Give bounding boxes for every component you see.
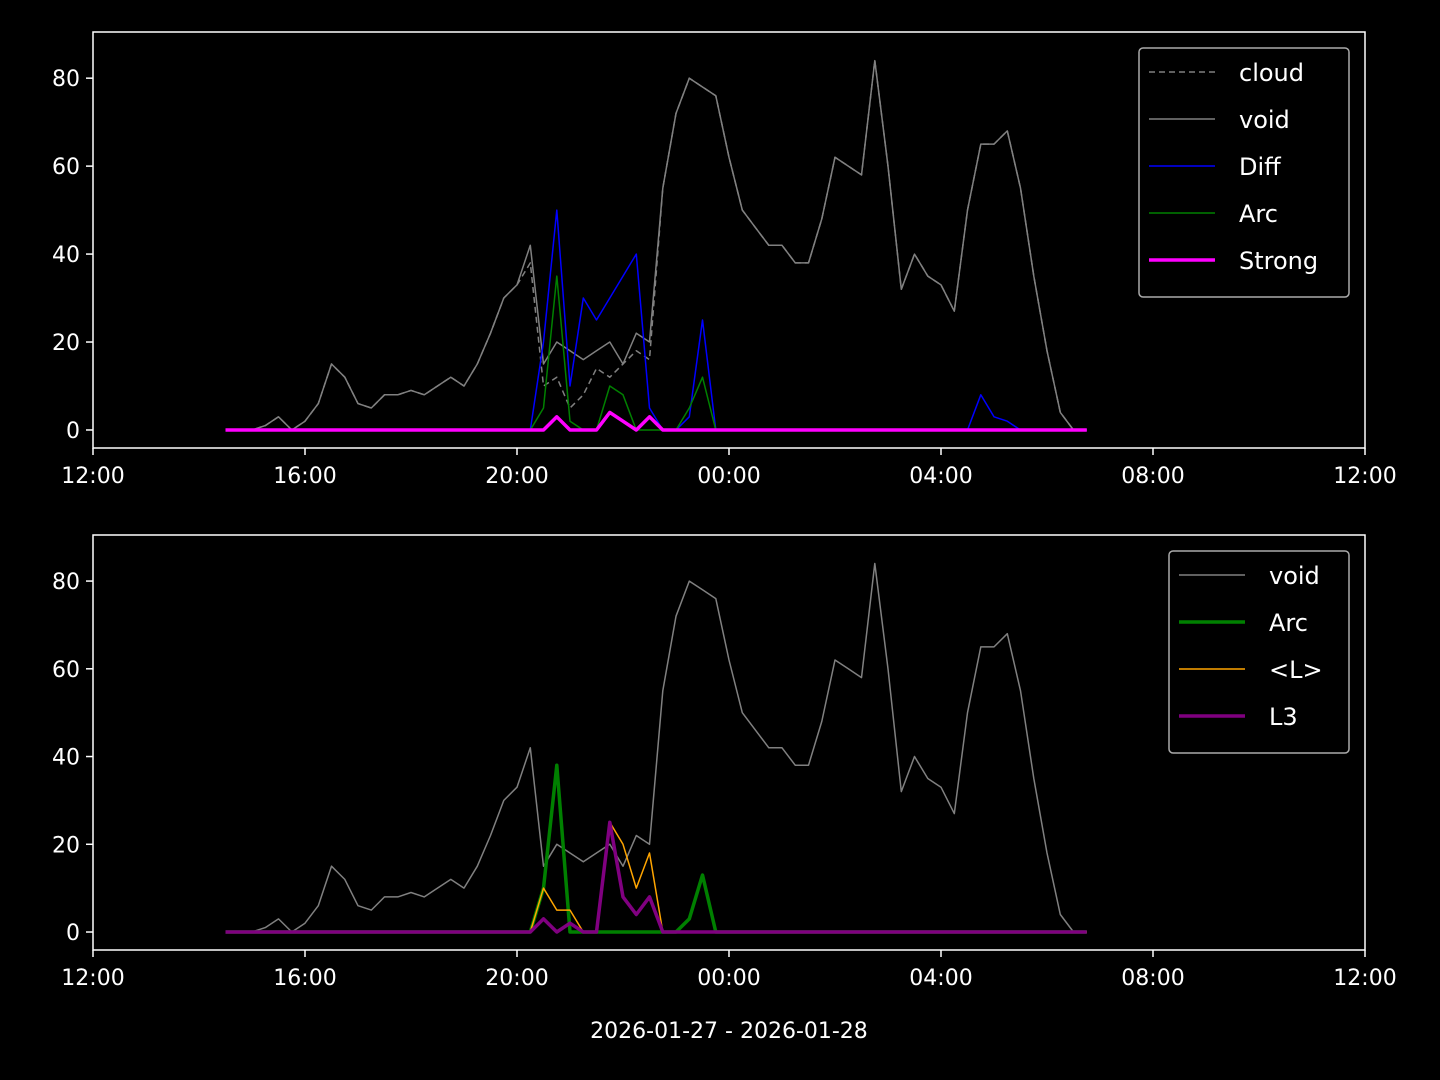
x-tick-label: 20:00 [485,464,548,489]
x-tick-label: 12:00 [1333,966,1396,991]
x-tick-label: 12:00 [61,464,124,489]
x-tick-label: 00:00 [697,464,760,489]
x-tick-label: 08:00 [1121,464,1184,489]
legend-label: cloud [1239,59,1304,87]
y-tick-label: 40 [52,746,80,771]
x-tick-label: 04:00 [909,464,972,489]
series-line [225,59,1087,431]
legend-label: Diff [1239,153,1281,181]
legend-box [1138,47,1350,298]
y-tick-label: 60 [52,658,80,683]
legend-label: Strong [1239,247,1318,275]
x-tick-label: 12:00 [61,966,124,991]
x-tick-label: 04:00 [909,966,972,991]
y-tick-label: 20 [52,833,80,858]
series-line [225,820,1087,934]
x-tick-label: 16:00 [273,464,336,489]
y-tick-label: 60 [52,155,80,180]
series-line [225,562,1087,933]
legend-label: <L> [1269,656,1323,684]
y-tick-label: 0 [66,921,80,946]
x-tick-label: 16:00 [273,966,336,991]
axes-frame [92,534,1366,951]
x-tick-label: 00:00 [697,966,760,991]
x-tick-label: 20:00 [485,966,548,991]
y-tick-label: 0 [66,419,80,444]
plot-area [225,562,1087,934]
legend-label: void [1239,106,1290,134]
legend-label: L3 [1269,703,1298,731]
legend-label: void [1269,562,1320,590]
series-line [225,410,1087,432]
legend-label: Arc [1269,609,1308,637]
legend-box [1168,550,1350,754]
y-tick-label: 20 [52,331,80,356]
y-tick-label: 80 [52,67,80,92]
y-tick-label: 40 [52,243,80,268]
x-tick-label: 12:00 [1333,464,1396,489]
plot-area [225,59,1087,432]
x-tick-label: 08:00 [1121,966,1184,991]
axes-frame [92,31,1366,449]
x-axis-label: 2026-01-27 - 2026-01-28 [590,1019,868,1044]
y-tick-label: 80 [52,570,80,595]
legend-label: Arc [1239,200,1278,228]
